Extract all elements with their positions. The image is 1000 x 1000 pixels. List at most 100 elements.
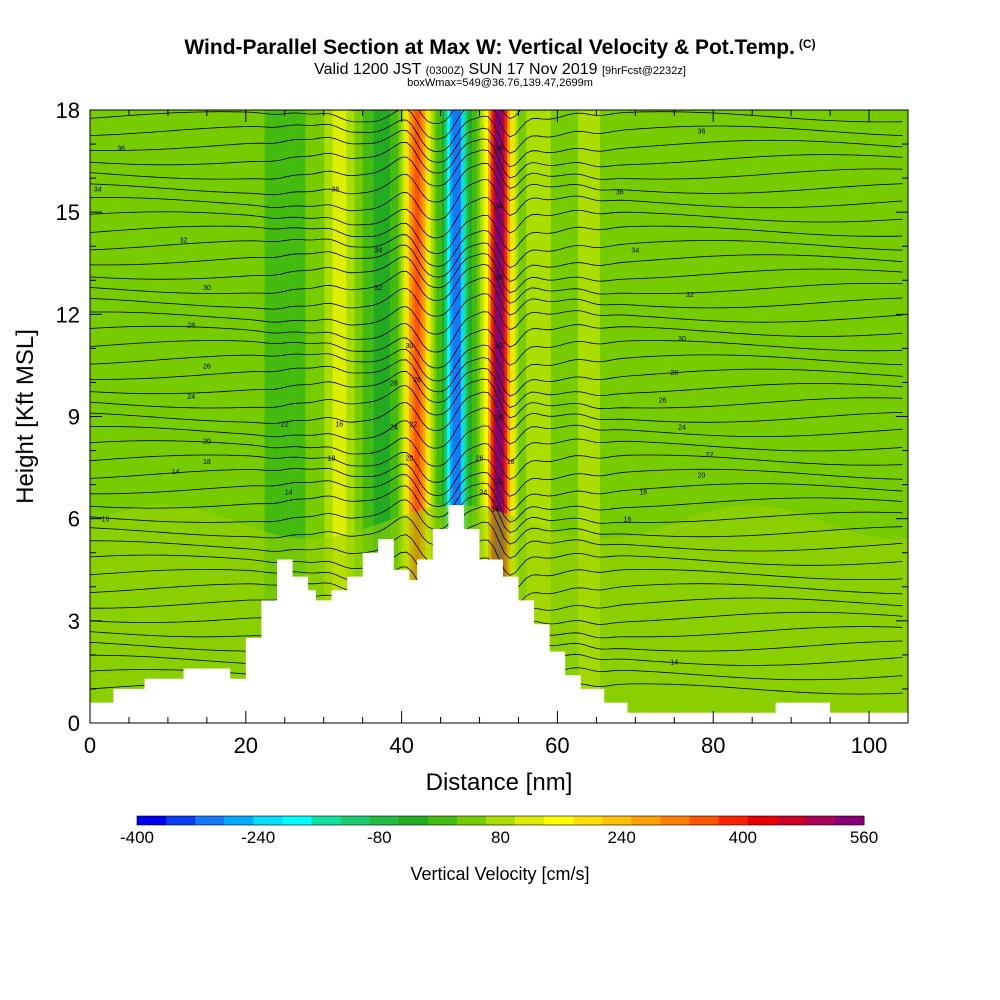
theta-contour	[90, 458, 903, 497]
velocity-column	[395, 110, 399, 723]
velocity-column	[717, 110, 721, 723]
colorbar-swatch	[456, 816, 487, 825]
velocity-column	[621, 110, 626, 723]
velocity-column	[668, 110, 672, 723]
velocity-column	[419, 110, 424, 723]
theta-contour	[90, 127, 903, 168]
velocity-column	[648, 110, 653, 723]
velocity-column	[466, 110, 470, 723]
velocity-column	[234, 110, 239, 723]
contour-label: 28	[390, 380, 398, 387]
potential-temperature-contours	[90, 49, 903, 712]
contour-label: 30	[406, 343, 414, 350]
velocity-column	[749, 110, 754, 723]
theta-contour	[90, 311, 903, 353]
colorbar-swatch	[224, 816, 254, 825]
contour-labels: 36 34 32 30 28 26 24 20 18 14 16 16 18 22 14 36 34 32 30 28…	[94, 128, 713, 666]
velocity-column	[215, 110, 219, 723]
contour-label: 22	[409, 421, 417, 428]
velocity-column	[602, 110, 607, 723]
colorbar-swatch	[805, 816, 836, 825]
colorbar-swatch	[660, 816, 691, 825]
theta-contour	[90, 344, 903, 383]
y-tick-label: 9	[68, 405, 80, 430]
colorbar-swatch	[834, 816, 865, 825]
velocity-column	[324, 110, 329, 723]
velocity-column	[888, 110, 893, 723]
contour-label: 24	[480, 489, 488, 496]
velocity-column	[406, 110, 410, 723]
velocity-column	[469, 110, 473, 723]
contour-label: 34	[374, 248, 382, 255]
velocity-column	[777, 110, 781, 723]
velocity-column	[231, 110, 236, 723]
velocity-column	[433, 110, 438, 723]
velocity-column	[174, 110, 179, 723]
velocity-column	[689, 110, 694, 723]
velocity-column	[657, 110, 661, 723]
velocity-column	[858, 110, 863, 723]
velocity-column	[316, 110, 320, 723]
contour-label: 24	[390, 425, 398, 432]
velocity-column	[763, 110, 768, 723]
colorbar-tick-label: 560	[850, 828, 878, 847]
velocity-column	[597, 110, 601, 723]
x-tick-label: 60	[545, 733, 569, 758]
velocity-column	[223, 110, 228, 723]
velocity-column	[455, 110, 459, 723]
velocity-column	[335, 110, 339, 723]
contour-label: 16	[624, 517, 632, 524]
velocity-column	[681, 110, 686, 723]
velocity-column	[509, 110, 514, 723]
velocity-column	[188, 110, 192, 723]
velocity-column	[869, 110, 874, 723]
contour-label: 26	[413, 377, 421, 384]
theta-contour	[90, 329, 903, 369]
contour-label: 34	[631, 248, 639, 255]
velocity-column	[564, 110, 568, 723]
velocity-column	[684, 110, 688, 723]
velocity-column	[441, 110, 446, 723]
velocity-column	[578, 110, 582, 723]
velocity-column	[608, 110, 612, 723]
velocity-column	[294, 110, 299, 723]
y-tick-label: 3	[68, 609, 80, 634]
velocity-column	[638, 110, 642, 723]
colorbar-swatch	[369, 816, 400, 825]
velocity-column	[801, 110, 806, 723]
velocity-column	[272, 110, 277, 723]
velocity-column	[376, 110, 380, 723]
theta-contour	[90, 49, 903, 88]
velocity-column	[665, 110, 669, 723]
velocity-column	[848, 110, 852, 723]
theta-contour	[90, 179, 903, 221]
y-tick-label: 15	[56, 200, 80, 225]
contour-label: 30	[203, 285, 211, 292]
colorbar-swatch	[544, 816, 574, 825]
terrain-profile	[90, 505, 908, 723]
velocity-column	[719, 110, 724, 723]
velocity-column	[409, 110, 413, 723]
velocity-column	[389, 110, 394, 723]
contour-label: 28	[495, 415, 503, 422]
velocity-column	[103, 110, 108, 723]
velocity-column	[158, 110, 162, 723]
colorbar-swatch	[718, 816, 749, 825]
velocity-column	[452, 110, 457, 723]
velocity-column	[531, 110, 536, 723]
velocity-column	[752, 110, 757, 723]
velocity-column	[605, 110, 609, 723]
velocity-column	[758, 110, 762, 723]
contour-label: 16	[335, 421, 343, 428]
velocity-column	[209, 110, 214, 723]
colorbar-tick-label: -240	[241, 828, 275, 847]
velocity-column	[627, 110, 631, 723]
velocity-column	[245, 110, 249, 723]
velocity-column	[788, 110, 792, 723]
theta-contour	[90, 505, 903, 546]
velocity-column	[774, 110, 778, 723]
velocity-column	[790, 110, 795, 723]
contour-label: 28	[187, 323, 195, 330]
colorbar-swatch	[340, 816, 371, 825]
